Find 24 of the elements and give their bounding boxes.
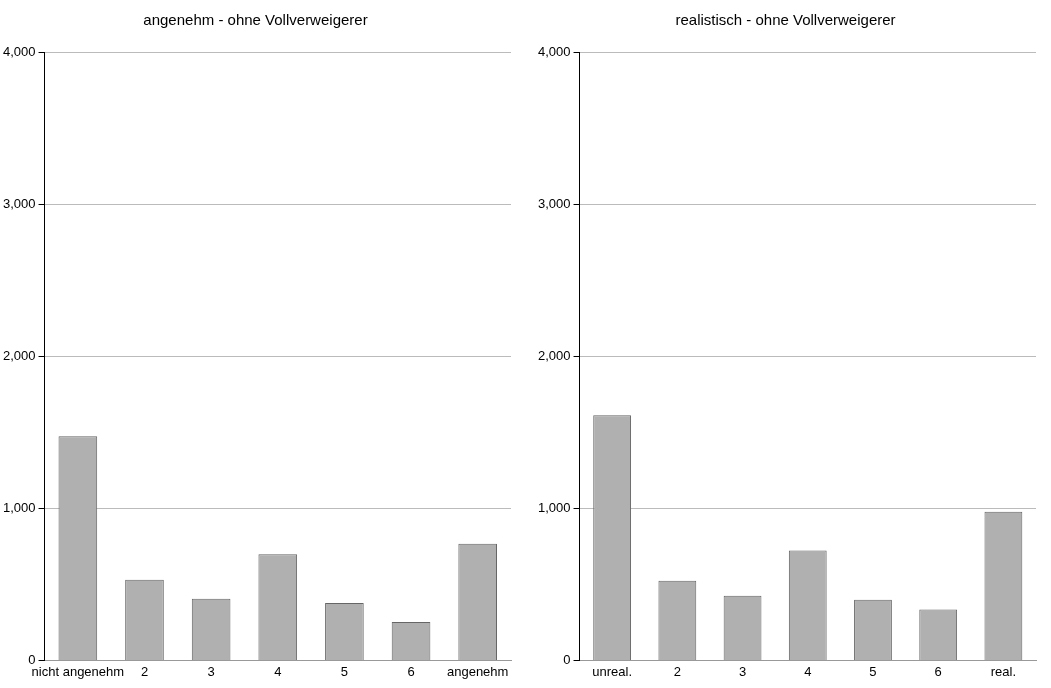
y-tick-label: 4,000 bbox=[2, 43, 36, 59]
chart-title: realistisch - ohne Vollverweigerer bbox=[675, 11, 896, 29]
y-tick-label: 1,000 bbox=[537, 499, 571, 515]
x-tick-label: 4 bbox=[804, 663, 812, 679]
x-tick-label: 2 bbox=[140, 663, 149, 679]
x-tick-label: 3 bbox=[738, 663, 747, 679]
y-tick-label: 3,000 bbox=[537, 195, 571, 211]
x-tick-label: 6 bbox=[407, 663, 415, 679]
x-tick-label: real. bbox=[990, 663, 1017, 679]
x-tick-label: 6 bbox=[934, 663, 942, 679]
x-tick-label: 3 bbox=[207, 663, 215, 679]
x-tick-label: angenehm bbox=[446, 663, 509, 679]
y-tick-label: 4,000 bbox=[537, 43, 571, 59]
y-tick-label: 1,000 bbox=[2, 499, 36, 515]
x-tick-label: unreal. bbox=[592, 663, 633, 679]
y-tick-label: 3,000 bbox=[2, 195, 36, 211]
x-tick-label: 4 bbox=[274, 663, 282, 679]
chart-title: angenehm - ohne Vollverweigerer bbox=[143, 11, 368, 29]
y-tick-label: 2,000 bbox=[537, 347, 571, 363]
x-tick-label: 5 bbox=[869, 663, 877, 679]
x-tick-label: 5 bbox=[340, 663, 349, 679]
y-tick-label: 0 bbox=[563, 651, 571, 667]
x-tick-label: 2 bbox=[673, 663, 681, 679]
y-tick-label: 2,000 bbox=[2, 347, 36, 363]
